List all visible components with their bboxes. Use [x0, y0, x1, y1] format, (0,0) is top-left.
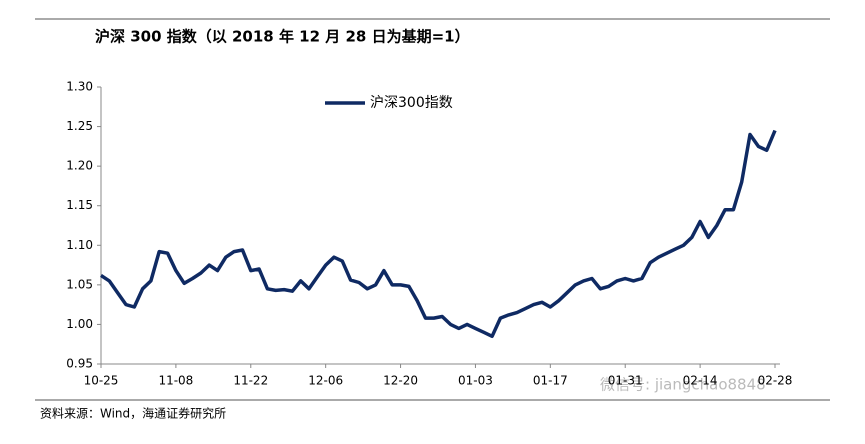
source-note: 资料来源：Wind，海通证券研究所 — [40, 406, 226, 421]
watermark: 微信号: jiangchao8848 — [600, 376, 766, 394]
chart-title: 沪深 300 指数（以 2018 年 12 月 28 日为基期=1） — [95, 28, 470, 46]
y-tick-label: 1.00 — [66, 317, 93, 331]
x-tick-label: 02-14 — [683, 374, 718, 388]
x-tick-label: 01-17 — [533, 374, 568, 388]
legend-label: 沪深300指数 — [370, 95, 453, 111]
x-tick-label: 01-03 — [458, 374, 493, 388]
series-line — [100, 129, 777, 339]
y-tick-label: 0.95 — [66, 357, 93, 371]
x-tick-label: 12-06 — [308, 374, 343, 388]
y-tick-label: 1.10 — [66, 238, 93, 252]
x-tick-label: 11-08 — [158, 374, 193, 388]
x-tick-label: 12-20 — [383, 374, 418, 388]
x-tick-label: 10-25 — [84, 374, 119, 388]
x-tick-label: 11-22 — [233, 374, 268, 388]
y-tick-label: 1.15 — [66, 198, 93, 212]
y-tick-label: 1.20 — [66, 159, 93, 173]
y-tick-label: 1.25 — [66, 119, 93, 133]
x-tick-label: 01-31 — [608, 374, 643, 388]
x-tick-label: 02-28 — [758, 374, 793, 388]
y-tick-label: 1.30 — [66, 80, 93, 94]
y-tick-label: 1.05 — [66, 277, 93, 291]
